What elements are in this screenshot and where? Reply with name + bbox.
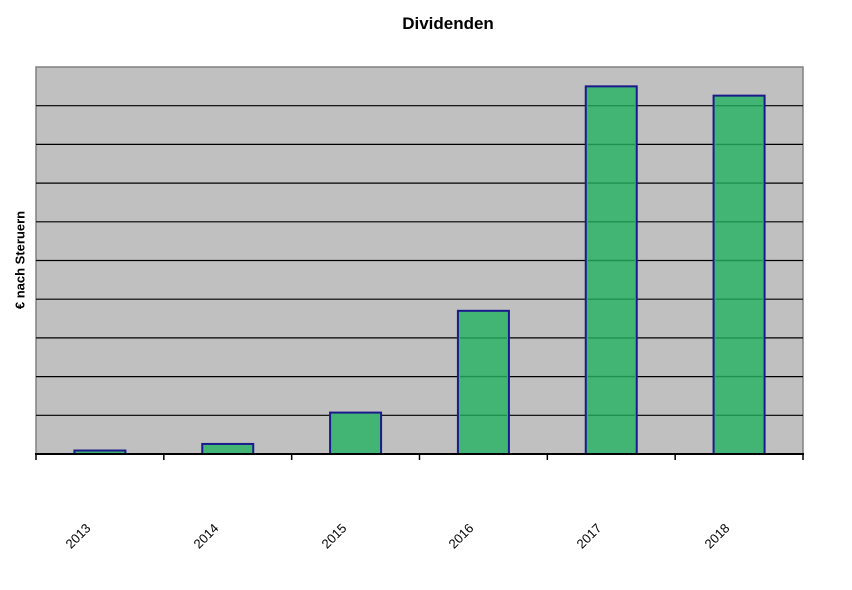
bar-2015 [329,411,383,456]
bar-2016 [456,309,510,455]
bar-2014 [201,442,255,455]
chart-title: Dividenden [402,14,494,33]
bar-2018 [712,94,766,455]
bar-2017 [584,85,638,455]
